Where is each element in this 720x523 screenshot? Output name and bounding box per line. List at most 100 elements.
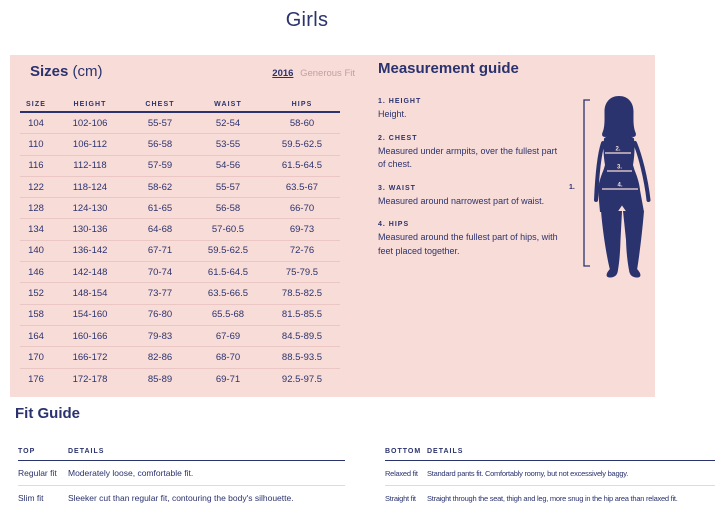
fit-column-header: BOTTOM (385, 448, 422, 455)
size-cell: 176 (28, 373, 44, 385)
size-cell: 128 (28, 202, 44, 214)
size-column-header: HIPS (291, 100, 313, 108)
size-cell: 81.5-85.5 (281, 309, 323, 321)
size-table-row: 116 112-118 57-59 54-56 61.5-64.5 (20, 156, 340, 177)
fit-details-cell: Moderately loose, comfortable fit. (68, 467, 194, 478)
size-table: SIZE HEIGHT CHEST WAIST HIPS 104 102-106 55-57 5… (20, 97, 340, 390)
year-2016-link[interactable]: 2016 (272, 68, 294, 79)
size-table-row: 104 102-106 55-57 52-54 58-60 (20, 113, 340, 135)
size-cell: 104 (28, 117, 44, 129)
size-table-row: 128 124-130 61-65 56-58 66-70 (20, 198, 340, 220)
measurement-item: 3. WAIST Measured around narrowest part o… (378, 185, 566, 209)
size-table-row: 152 148-154 73-77 63.5-66.5 78.5-82.5 (20, 283, 340, 305)
size-cell: 172-178 (72, 373, 108, 385)
size-column-header: WAIST (214, 100, 242, 108)
size-cell: 136-142 (72, 245, 108, 257)
size-cell: 140 (28, 245, 44, 257)
size-cell: 63.5-67 (285, 181, 319, 193)
fit-table-row: Straight fit Straight through the seat, t… (385, 485, 715, 510)
size-cell: 112-118 (73, 160, 107, 172)
size-cell: 63.5-66.5 (207, 288, 249, 300)
size-table-row: 134 130-136 64-68 57-60.5 69-73 (20, 219, 340, 241)
size-cell: 72-76 (289, 245, 315, 257)
measurement-figure: 1. 2. 3. 4. (569, 96, 651, 278)
size-table-row: 110 106-112 56-58 53-55 59.5-62.5 (20, 134, 340, 156)
size-cell: 55-57 (215, 181, 241, 193)
size-cell: 146 (28, 266, 44, 278)
size-cell: 69-73 (289, 224, 315, 236)
measurement-item-text: Measured around narrowest part of waist. (378, 195, 545, 206)
chest-line-label: 2. (615, 147, 620, 153)
sizes-heading: Sizes (cm) (30, 63, 103, 80)
fit-table-header-row: TOP DETAILS (18, 448, 345, 461)
size-cell: 59.5-62.5 (207, 245, 249, 257)
size-cell: 69-71 (215, 373, 241, 385)
size-table-header-row: SIZE HEIGHT CHEST WAIST HIPS (20, 97, 340, 113)
measurement-item-text: Height. (378, 109, 407, 119)
waist-line-label: 3. (617, 165, 622, 171)
size-cell: 166-172 (72, 351, 108, 363)
size-cell: 70-74 (147, 266, 173, 278)
size-cell: 170 (28, 351, 44, 363)
size-cell: 134 (28, 224, 44, 236)
size-cell: 78.5-82.5 (281, 288, 323, 300)
measurement-guide: Measurement guide 1. HEIGHT Height. 2. CHE… (378, 60, 566, 271)
size-cell: 142-148 (72, 266, 108, 278)
fit-details-cell: Straight through the seat, thigh and leg… (427, 493, 678, 503)
size-cell: 160-166 (72, 330, 108, 342)
size-cell: 158 (28, 309, 44, 321)
measurement-item-text: Measured around the fullest part of hips… (378, 232, 558, 256)
size-cell: 54-56 (215, 160, 241, 172)
size-cell: 148-154 (72, 288, 108, 300)
size-cell: 102-106 (72, 117, 108, 129)
size-table-row: 140 136-142 67-71 59.5-62.5 72-76 (20, 241, 340, 263)
fit-table-row: Regular fit Moderately loose, comfortable… (18, 461, 345, 485)
size-column-header: CHEST (145, 100, 175, 108)
size-cell: 56-58 (147, 138, 173, 150)
size-cell: 110 (28, 138, 44, 150)
size-cell: 85-89 (147, 373, 173, 385)
size-table-row: 164 160-166 79-83 67-69 84.5-89.5 (20, 326, 340, 348)
size-table-row: 122 118-124 58-62 55-57 63.5-67 (20, 177, 340, 199)
fit-table-row: Slim fit Sleeker cut than regular fit, co… (18, 485, 345, 510)
measurement-item-label: 1. HEIGHT (378, 98, 422, 105)
fit-guide-bottom-table: BOTTOM DETAILS Relaxed fit Standard pants f… (385, 448, 715, 510)
hips-line-label: 4. (617, 183, 622, 189)
measurement-item: 1. HEIGHT Height. (378, 98, 566, 122)
size-cell: 76-80 (147, 309, 173, 321)
size-cell: 79-83 (147, 330, 173, 342)
size-cell: 52-54 (215, 117, 241, 129)
size-table-row: 146 142-148 70-74 61.5-64.5 75-79.5 (20, 262, 340, 284)
size-table-row: 158 154-160 76-80 65.5-68 81.5-85.5 (20, 305, 340, 326)
fit-name-cell: Regular fit (18, 467, 57, 478)
size-cell: 57-59 (147, 160, 173, 172)
sizes-heading-word: Sizes (30, 63, 69, 80)
measurement-item-text: Measured under armpits, over the fullest… (378, 145, 558, 170)
size-column-header: HEIGHT (73, 100, 107, 108)
size-cell: 61.5-64.5 (207, 266, 249, 278)
fit-details-cell: Standard pants fit. Comfortably roomy, b… (427, 468, 629, 478)
size-cell: 67-69 (215, 330, 241, 342)
size-cell: 57-60.5 (211, 224, 245, 236)
size-column-header: SIZE (26, 100, 46, 108)
size-cell: 64-68 (147, 224, 173, 236)
size-cell: 53-55 (215, 138, 241, 150)
fit-name-cell: Straight fit (385, 493, 416, 503)
measurement-item: 2. CHEST Measured under armpits, over the… (378, 135, 566, 172)
measurement-guide-items: 1. HEIGHT Height. 2. CHEST Measured under a… (378, 98, 566, 258)
size-cell: 67-71 (147, 245, 173, 257)
sizes-panel: Sizes (cm) 2016 Generous Fit SIZE HEIGHT C… (10, 55, 655, 397)
fit-guide-top-table: TOP DETAILS Regular fit Moderately loose, c… (13, 448, 345, 510)
size-cell: 88.5-93.5 (281, 351, 323, 363)
size-cell: 58-60 (289, 117, 315, 129)
size-cell: 130-136 (72, 224, 108, 236)
size-cell: 92.5-97.5 (281, 373, 323, 385)
fit-name-cell: Relaxed fit (385, 468, 418, 478)
size-cell: 84.5-89.5 (281, 330, 323, 342)
size-cell: 65.5-68 (211, 309, 245, 321)
size-cell: 152 (28, 288, 44, 300)
size-cell: 58-62 (147, 181, 173, 193)
fit-name-cell: Slim fit (18, 492, 44, 503)
height-bracket-icon (583, 99, 590, 267)
size-table-row: 176 172-178 85-89 69-71 92.5-97.5 (20, 369, 340, 390)
